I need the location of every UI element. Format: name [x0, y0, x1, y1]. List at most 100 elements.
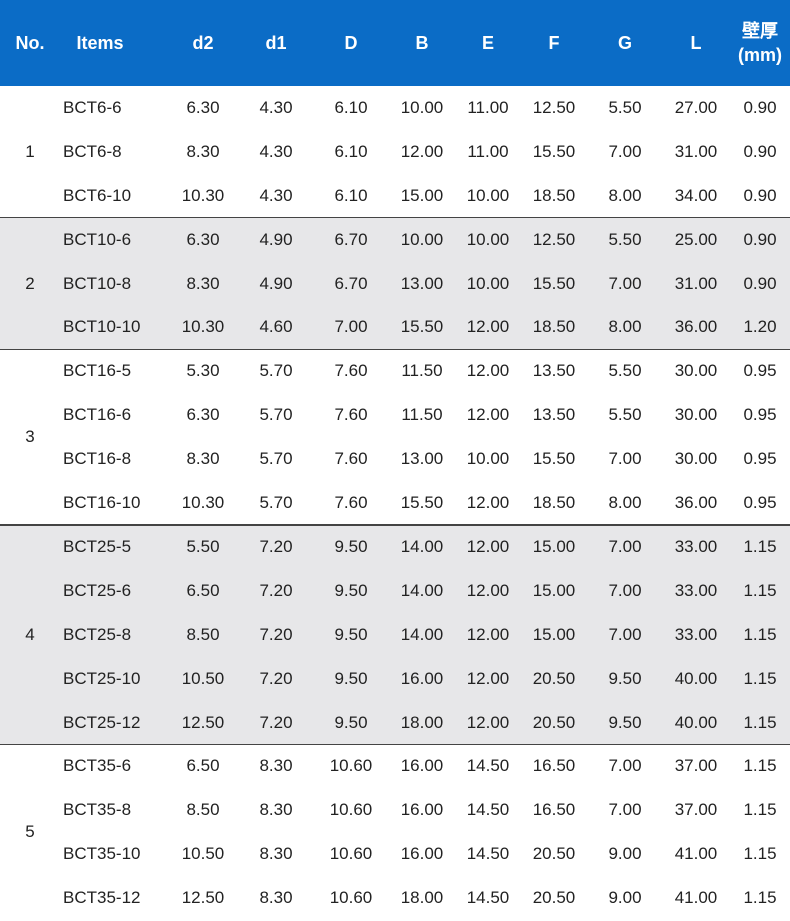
value-cell: 16.50: [532, 800, 576, 820]
value-cell: 15.50: [532, 141, 576, 161]
header-line: (mm): [738, 45, 782, 65]
value-cell: 14.50: [466, 756, 510, 776]
item-cell: BCT16-5: [63, 361, 132, 381]
value-cell: 5.50: [608, 405, 642, 425]
value-cell: 33.00: [674, 580, 718, 600]
value-cell: 7.20: [259, 624, 293, 644]
group-rule: [0, 524, 790, 526]
value-cell: 12.50: [532, 229, 576, 249]
value-cell: 6.10: [334, 97, 368, 117]
value-cell: 36.00: [674, 317, 718, 337]
value-cell: 5.50: [608, 229, 642, 249]
group-no: 4: [25, 624, 35, 644]
value-cell: 12.00: [466, 361, 510, 381]
value-cell: 12.50: [181, 888, 225, 908]
item-cell: BCT16-6: [63, 405, 132, 425]
value-cell: 10.00: [400, 97, 444, 117]
value-cell: 14.50: [466, 844, 510, 864]
value-cell: 0.95: [743, 361, 777, 381]
item-cell: BCT10-10: [63, 317, 141, 337]
value-cell: 10.30: [181, 493, 225, 513]
value-cell: 33.00: [674, 624, 718, 644]
value-cell: 0.95: [743, 405, 777, 425]
value-cell: 6.70: [334, 273, 368, 293]
value-cell: 13.00: [400, 449, 444, 469]
value-cell: 12.00: [466, 624, 510, 644]
header-band: [0, 0, 790, 86]
value-cell: 8.50: [186, 624, 220, 644]
item-cell: BCT35-8: [63, 800, 132, 820]
value-cell: 37.00: [674, 756, 718, 776]
value-cell: 16.00: [400, 844, 444, 864]
value-cell: 10.50: [181, 844, 225, 864]
value-cell: 9.50: [334, 712, 368, 732]
value-cell: 7.20: [259, 712, 293, 732]
value-cell: 7.60: [334, 449, 368, 469]
value-cell: 7.00: [608, 141, 642, 161]
item-cell: BCT25-10: [63, 668, 141, 688]
item-cell: BCT35-10: [63, 844, 141, 864]
value-cell: 15.00: [532, 536, 576, 556]
value-cell: 10.00: [466, 449, 510, 469]
value-cell: 8.00: [608, 185, 642, 205]
group-no: 1: [25, 141, 35, 161]
value-cell: 4.90: [259, 229, 293, 249]
value-cell: 7.00: [608, 449, 642, 469]
value-cell: 13.50: [532, 405, 576, 425]
item-cell: BCT6-10: [63, 185, 132, 205]
value-cell: 12.00: [466, 405, 510, 425]
value-cell: 20.50: [532, 668, 576, 688]
value-cell: 10.60: [329, 888, 373, 908]
value-cell: 30.00: [674, 405, 718, 425]
group-no: 3: [25, 427, 35, 447]
value-cell: 4.60: [259, 317, 293, 337]
value-cell: 10.00: [466, 273, 510, 293]
value-cell: 6.50: [186, 580, 220, 600]
value-cell: 7.60: [334, 405, 368, 425]
header-cell: G: [617, 33, 632, 53]
value-cell: 15.50: [532, 449, 576, 469]
value-cell: 0.90: [743, 185, 777, 205]
value-cell: 18.50: [532, 185, 576, 205]
value-cell: 5.50: [608, 97, 642, 117]
value-cell: 7.60: [334, 493, 368, 513]
value-cell: 12.00: [466, 493, 510, 513]
value-cell: 8.30: [186, 273, 220, 293]
value-cell: 5.70: [259, 361, 293, 381]
value-cell: 7.00: [608, 273, 642, 293]
group-no: 2: [25, 273, 35, 293]
item-cell: BCT16-10: [63, 493, 141, 513]
value-cell: 9.50: [334, 624, 368, 644]
value-cell: 41.00: [674, 844, 718, 864]
item-cell: BCT16-8: [63, 449, 132, 469]
group-no: 5: [25, 822, 35, 842]
value-cell: 5.30: [186, 361, 220, 381]
value-cell: 5.70: [259, 493, 293, 513]
header-cell: E: [481, 33, 494, 53]
header-cell: L: [690, 33, 702, 53]
value-cell: 1.20: [743, 317, 777, 337]
value-cell: 6.30: [186, 229, 220, 249]
header-cell: d2: [192, 33, 214, 53]
value-cell: 0.95: [743, 493, 777, 513]
value-cell: 18.00: [400, 888, 444, 908]
item-cell: BCT35-12: [63, 888, 141, 908]
value-cell: 0.90: [743, 229, 777, 249]
value-cell: 13.50: [532, 361, 576, 381]
value-cell: 7.20: [259, 580, 293, 600]
value-cell: 31.00: [674, 141, 718, 161]
value-cell: 1.15: [743, 756, 777, 776]
value-cell: 13.00: [400, 273, 444, 293]
value-cell: 15.00: [400, 185, 444, 205]
value-cell: 7.00: [608, 800, 642, 820]
value-cell: 11.00: [467, 97, 509, 117]
value-cell: 9.00: [608, 888, 642, 908]
group-band: [0, 525, 790, 745]
value-cell: 6.10: [334, 141, 368, 161]
value-cell: 27.00: [674, 97, 718, 117]
item-cell: BCT25-8: [63, 624, 132, 644]
group-band: [0, 217, 790, 350]
item-cell: BCT6-6: [63, 97, 122, 117]
value-cell: 20.50: [532, 844, 576, 864]
